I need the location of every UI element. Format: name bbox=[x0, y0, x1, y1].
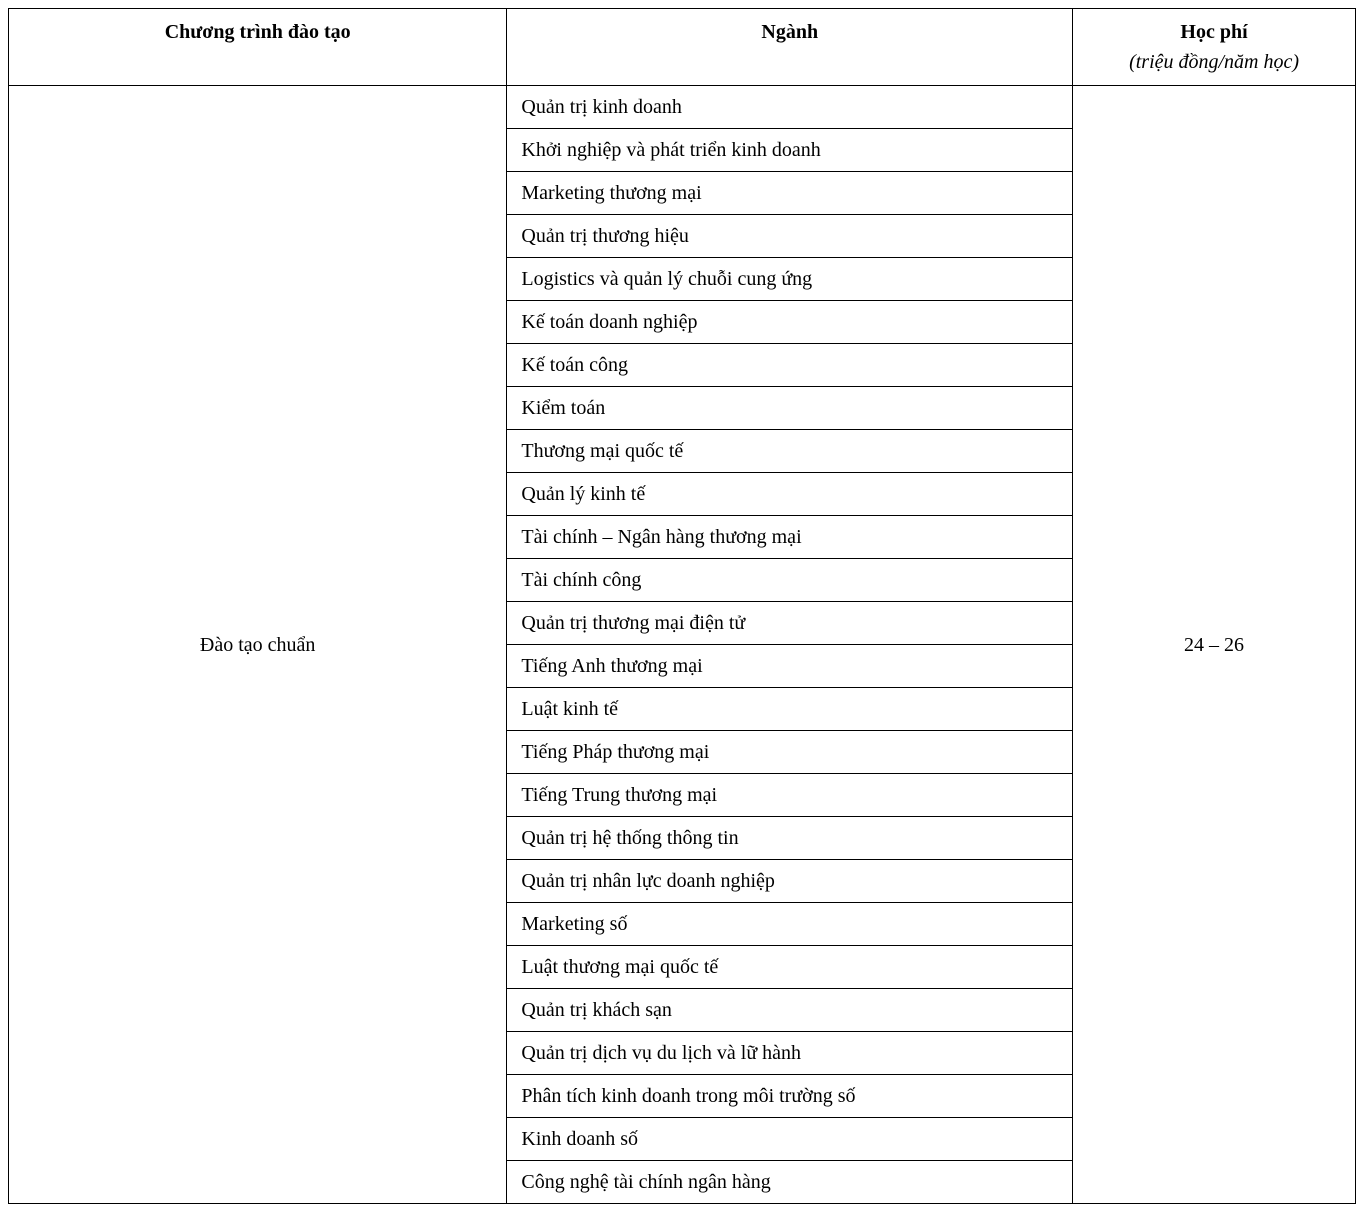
table-header: Chương trình đào tạo Ngành Học phí (triệ… bbox=[9, 9, 1356, 86]
major-cell: Tài chính công bbox=[507, 559, 1073, 602]
program-cell: Đào tạo chuẩn bbox=[9, 86, 507, 1204]
major-cell: Kế toán công bbox=[507, 344, 1073, 387]
major-cell: Thương mại quốc tế bbox=[507, 430, 1073, 473]
major-cell: Công nghệ tài chính ngân hàng bbox=[507, 1161, 1073, 1204]
major-cell: Quản trị kinh doanh bbox=[507, 86, 1073, 129]
major-cell: Quản trị hệ thống thông tin bbox=[507, 817, 1073, 860]
header-fee-sub: (triệu đồng/năm học) bbox=[1083, 47, 1345, 77]
major-cell: Tiếng Pháp thương mại bbox=[507, 731, 1073, 774]
fee-cell: 24 – 26 bbox=[1073, 86, 1356, 1204]
table-body: Đào tạo chuẩnQuản trị kinh doanh24 – 26K… bbox=[9, 86, 1356, 1204]
table-row: Đào tạo chuẩnQuản trị kinh doanh24 – 26 bbox=[9, 86, 1356, 129]
major-cell: Quản trị dịch vụ du lịch và lữ hành bbox=[507, 1032, 1073, 1075]
major-cell: Quản trị khách sạn bbox=[507, 989, 1073, 1032]
major-cell: Marketing số bbox=[507, 903, 1073, 946]
major-cell: Quản trị thương mại điện tử bbox=[507, 602, 1073, 645]
major-cell: Luật thương mại quốc tế bbox=[507, 946, 1073, 989]
major-cell: Quản trị thương hiệu bbox=[507, 215, 1073, 258]
major-cell: Tiếng Trung thương mại bbox=[507, 774, 1073, 817]
tuition-table: Chương trình đào tạo Ngành Học phí (triệ… bbox=[8, 8, 1356, 1204]
major-cell: Quản lý kinh tế bbox=[507, 473, 1073, 516]
major-cell: Khởi nghiệp và phát triển kinh doanh bbox=[507, 129, 1073, 172]
major-cell: Quản trị nhân lực doanh nghiệp bbox=[507, 860, 1073, 903]
header-fee: Học phí (triệu đồng/năm học) bbox=[1073, 9, 1356, 86]
major-cell: Kinh doanh số bbox=[507, 1118, 1073, 1161]
major-cell: Phân tích kinh doanh trong môi trường số bbox=[507, 1075, 1073, 1118]
header-fee-main: Học phí bbox=[1180, 21, 1247, 43]
major-cell: Logistics và quản lý chuỗi cung ứng bbox=[507, 258, 1073, 301]
major-cell: Tiếng Anh thương mại bbox=[507, 645, 1073, 688]
major-cell: Kiểm toán bbox=[507, 387, 1073, 430]
major-cell: Kế toán doanh nghiệp bbox=[507, 301, 1073, 344]
major-cell: Marketing thương mại bbox=[507, 172, 1073, 215]
header-major: Ngành bbox=[507, 9, 1073, 86]
major-cell: Tài chính – Ngân hàng thương mại bbox=[507, 516, 1073, 559]
major-cell: Luật kinh tế bbox=[507, 688, 1073, 731]
header-program: Chương trình đào tạo bbox=[9, 9, 507, 86]
